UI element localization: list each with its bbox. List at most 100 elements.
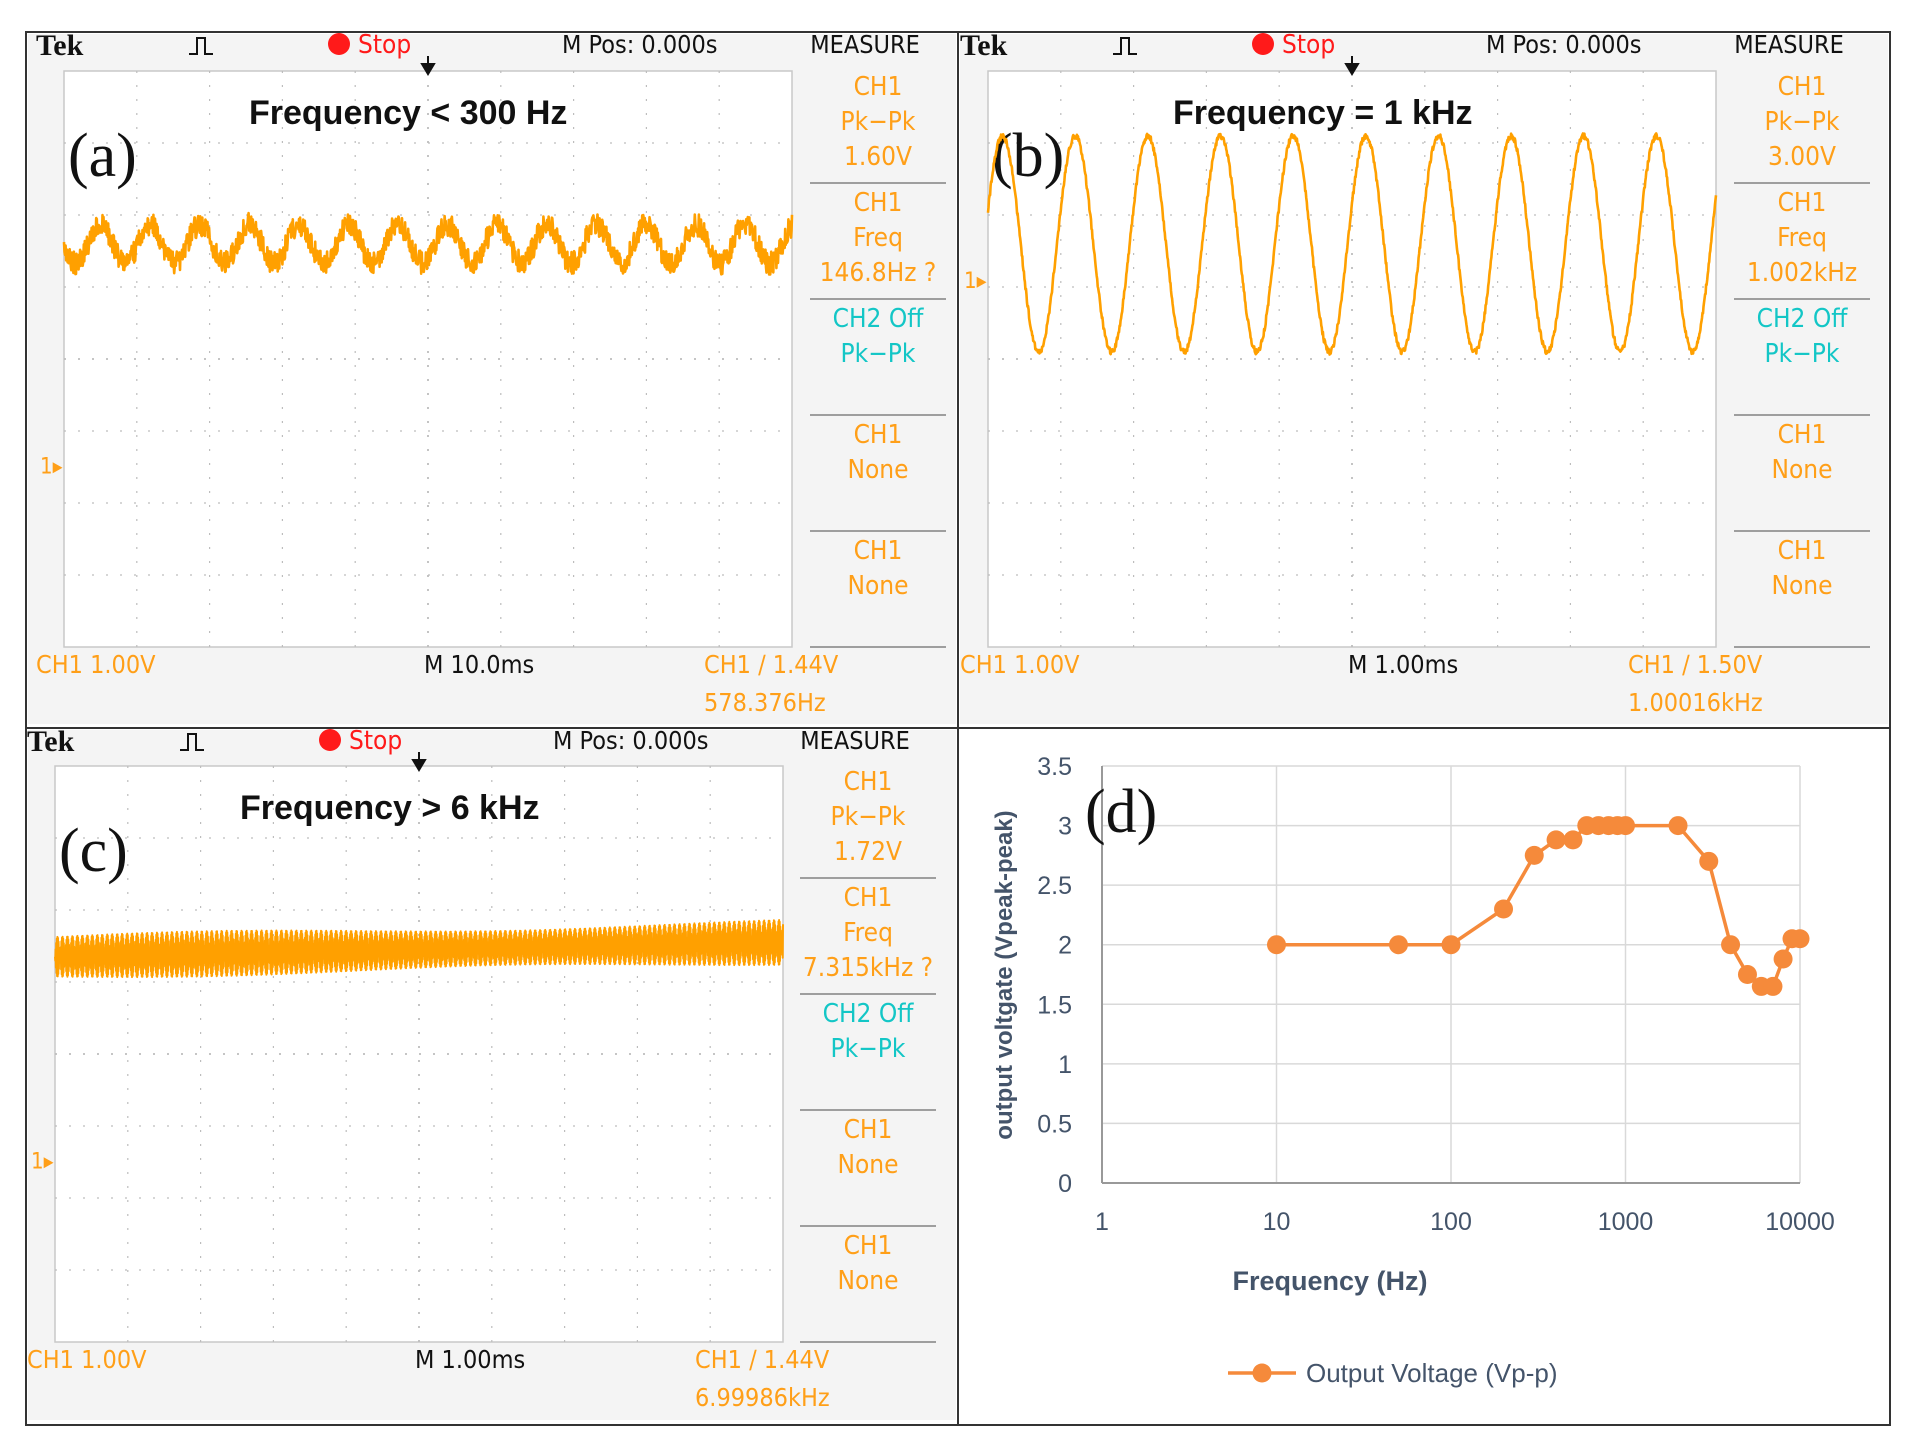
measure-name: Pk−Pk	[841, 339, 916, 369]
scope-panel-c: Tek Stop M Pos: 0.000s MEASURE CH1 Pk−Pk 1.72V…	[27, 725, 956, 1420]
scope-graticule	[64, 71, 792, 647]
trigger-pulse-icon	[1113, 37, 1137, 55]
scope-brand: Tek	[27, 725, 75, 758]
stop-indicator-icon	[1252, 33, 1274, 55]
y-tick-label: 3.5	[1037, 753, 1072, 781]
ch1-scale: CH1 1.00V	[27, 1345, 147, 1374]
data-point	[1737, 965, 1757, 984]
data-point	[1267, 935, 1286, 955]
data-point	[1388, 935, 1408, 955]
x-tick-label: 10	[1263, 1208, 1291, 1236]
trigger-position-arrow-icon	[420, 56, 436, 76]
measure-value: 1.72V	[834, 837, 902, 867]
y-tick-label: 0	[1058, 1170, 1072, 1198]
data-point	[1546, 830, 1566, 850]
trigger-pulse-icon	[189, 37, 213, 55]
measure-ch: CH1	[1778, 536, 1827, 566]
timebase: M 1.00ms	[1348, 650, 1458, 679]
measure-ch: CH1	[854, 420, 903, 450]
measure-name: Pk−Pk	[1765, 107, 1840, 137]
data-point	[1563, 830, 1583, 850]
measure-ch: CH1	[1778, 72, 1827, 102]
legend-label: Output Voltage (Vp-p)	[1306, 1358, 1557, 1388]
measure-value: 1.60V	[844, 142, 912, 172]
trigger-position-arrow-icon	[411, 752, 427, 772]
data-point	[1441, 935, 1461, 955]
measure-value: 3.00V	[1768, 142, 1836, 172]
measure-ch: CH1	[1778, 420, 1827, 450]
measure-name: None	[847, 455, 908, 485]
scope-graticule	[55, 766, 783, 1342]
measure-name: None	[847, 571, 908, 601]
measure-ch: CH2 Off	[1757, 304, 1849, 334]
y-axis-title: output voltgate (Vpeak-peak)	[991, 810, 1018, 1139]
data-point	[1721, 935, 1741, 955]
measure-value: 7.315kHz ?	[803, 953, 933, 983]
scope-panel-a: Tek Stop M Pos: 0.000s MEASURE CH1 Pk−Pk 1.60V…	[28, 29, 956, 724]
x-tick-label: 10000	[1765, 1208, 1835, 1236]
trigger-frequency: 578.376Hz	[704, 688, 826, 717]
measure-title: MEASURE	[1734, 30, 1844, 59]
y-tick-label: 1	[1058, 1051, 1072, 1079]
measure-value: 1.002kHz	[1747, 258, 1857, 288]
stop-indicator-icon	[328, 33, 350, 55]
timebase: M 1.00ms	[415, 1345, 525, 1374]
measure-name: Freq	[1777, 223, 1827, 253]
measure-name: None	[837, 1266, 898, 1296]
x-axis-title: Frequency (Hz)	[1232, 1266, 1427, 1296]
measure-ch: CH2 Off	[833, 304, 925, 334]
ch1-ground-marker: 1▸	[964, 269, 987, 294]
trigger-frequency: 1.00016kHz	[1628, 688, 1763, 717]
measure-name: Freq	[853, 223, 903, 253]
data-point	[1616, 816, 1635, 836]
measure-name: Pk−Pk	[841, 107, 916, 137]
measure-ch: CH2 Off	[823, 999, 915, 1029]
scope-brand: Tek	[36, 29, 84, 62]
run-state-label: Stop	[1282, 30, 1335, 60]
measure-name: None	[1771, 571, 1832, 601]
data-point	[1668, 816, 1688, 836]
y-tick-label: 3	[1058, 813, 1072, 841]
ch1-waveform	[986, 132, 1718, 356]
y-tick-label: 1.5	[1037, 991, 1072, 1019]
measure-ch: CH1	[844, 767, 893, 797]
trigger-pulse-icon	[180, 733, 204, 751]
data-point	[1494, 899, 1514, 919]
measure-name: Pk−Pk	[831, 1034, 906, 1064]
trigger-frequency: 6.99986kHz	[695, 1383, 830, 1412]
timebase: M 10.0ms	[424, 650, 534, 679]
panel-label: (c)	[59, 817, 128, 885]
frequency-annotation: Frequency = 1 kHz	[1173, 94, 1473, 132]
measure-ch: CH1	[844, 883, 893, 913]
measure-ch: CH1	[854, 72, 903, 102]
mpos-readout: M Pos: 0.000s	[1486, 30, 1642, 59]
run-state-label: Stop	[349, 726, 402, 756]
data-point	[1790, 929, 1810, 949]
measure-ch: CH1	[1778, 188, 1827, 218]
x-tick-label: 1000	[1598, 1208, 1654, 1236]
measure-ch: CH1	[844, 1115, 893, 1145]
scope-panel-b: Tek Stop M Pos: 0.000s MEASURE CH1 Pk−Pk 3.00V…	[960, 29, 1888, 724]
measure-name: Pk−Pk	[831, 802, 906, 832]
measure-ch: CH1	[854, 188, 903, 218]
measure-name: Freq	[843, 918, 893, 948]
frequency-response-chart: 0 0.5 1 1.5 2 2.5 3 3.5 1 10 100 1000 10000 Frequency…	[991, 753, 1835, 1388]
trigger-readout: CH1 ∕ 1.44V	[704, 650, 839, 679]
panel-label: (b)	[992, 122, 1064, 190]
y-tick-label: 2	[1058, 932, 1072, 960]
measure-title: MEASURE	[800, 726, 910, 755]
trigger-readout: CH1 ∕ 1.44V	[695, 1345, 830, 1374]
panel-label: (d)	[1085, 778, 1157, 846]
run-state-label: Stop	[358, 30, 411, 60]
measure-name: None	[837, 1150, 898, 1180]
ch1-waveform	[62, 211, 794, 276]
frequency-annotation: Frequency > 6 kHz	[240, 789, 540, 827]
scope-brand: Tek	[960, 29, 1008, 62]
stop-indicator-icon	[319, 729, 341, 751]
ch1-ground-marker: 1▸	[40, 454, 63, 479]
trigger-position-arrow-icon	[1344, 56, 1360, 76]
measure-title: MEASURE	[810, 30, 920, 59]
ch1-ground-marker: 1▸	[31, 1149, 54, 1174]
x-tick-label: 1	[1095, 1208, 1109, 1236]
measure-value: 146.8Hz ?	[820, 258, 937, 288]
